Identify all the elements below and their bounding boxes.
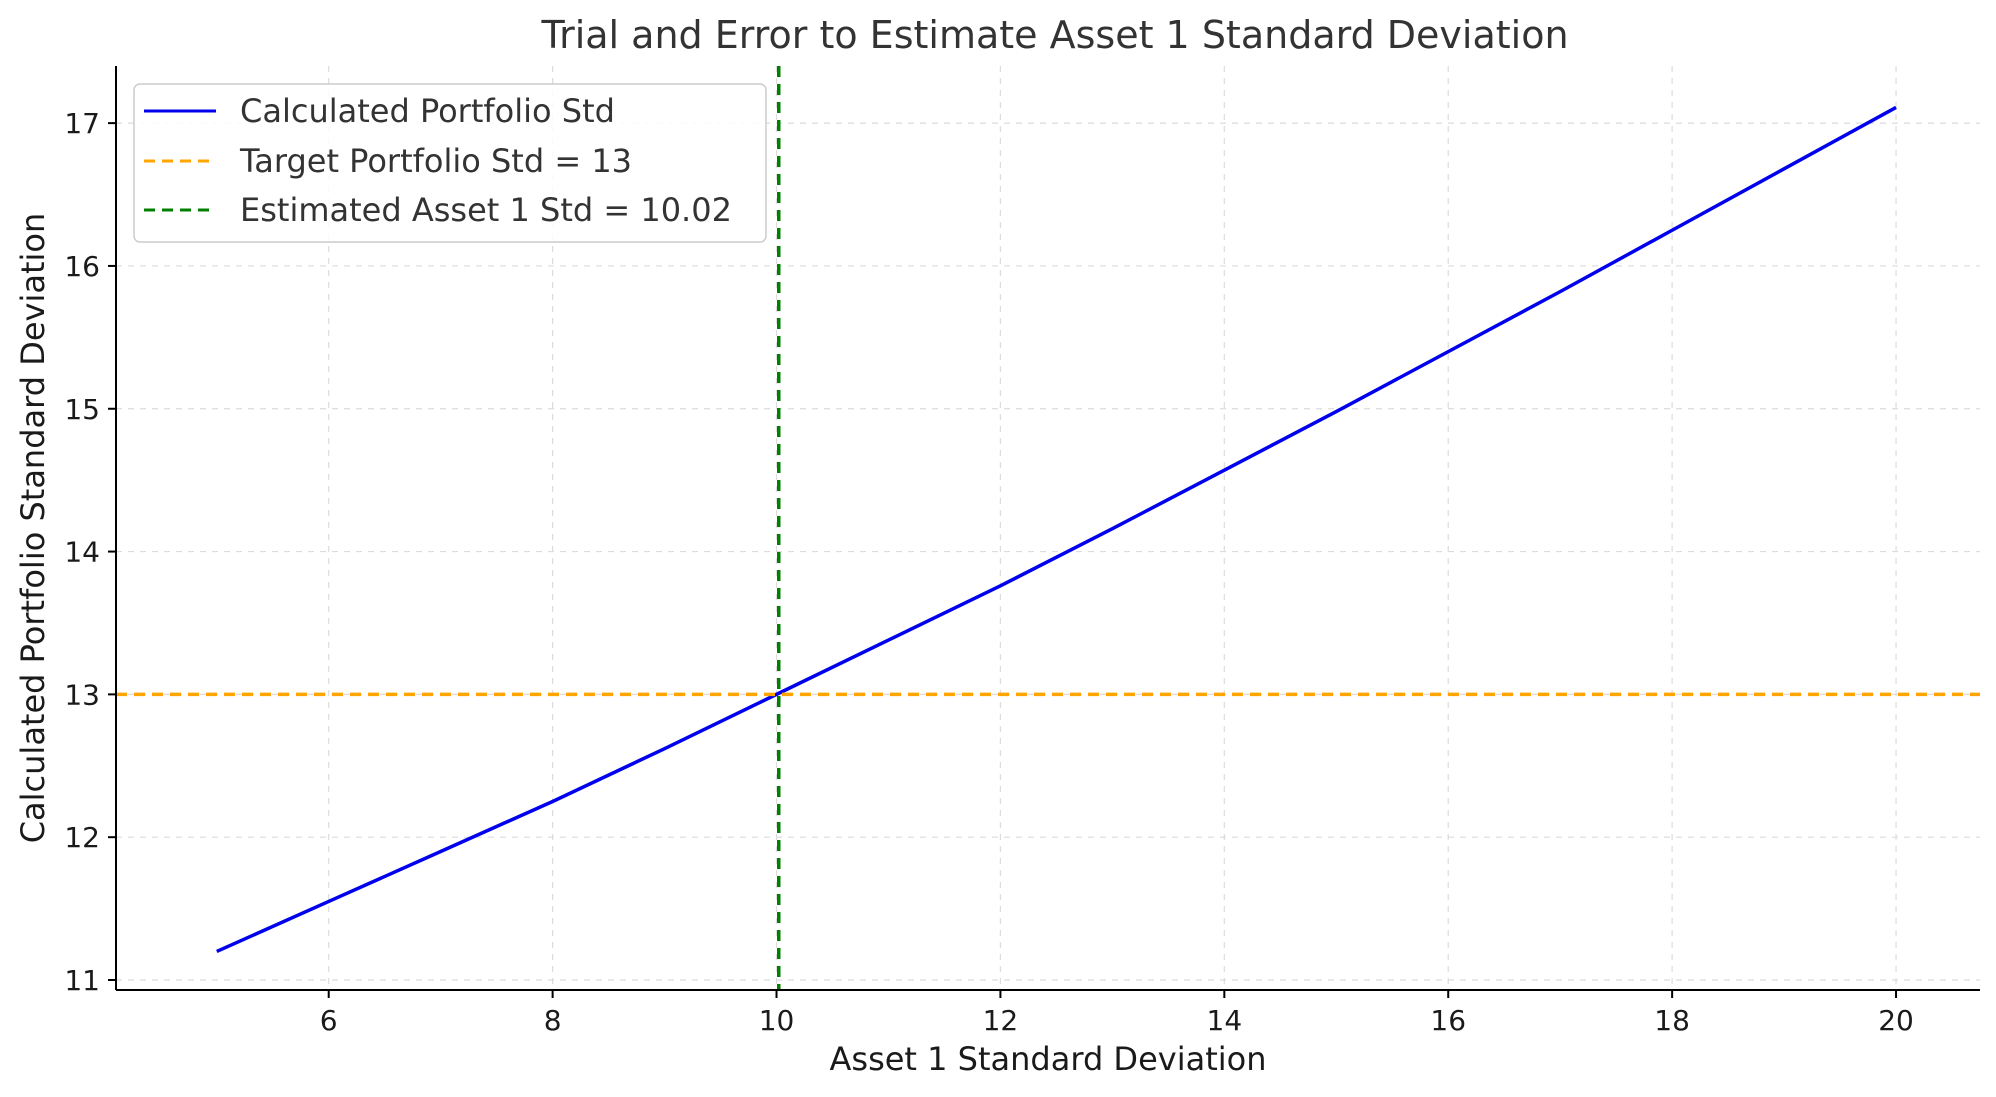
legend-label-portfolio: Calculated Portfolio Std: [240, 92, 615, 130]
y-tick-label: 14: [64, 536, 100, 569]
x-tick-label: 6: [320, 1004, 338, 1037]
plot-area: [116, 66, 1980, 990]
x-tick-label: 14: [1207, 1004, 1243, 1037]
y-tick-label: 12: [64, 821, 100, 854]
x-tick-label: 8: [544, 1004, 562, 1037]
y-tick-label: 15: [64, 393, 100, 426]
y-axis-label: Calculated Portfolio Standard Deviation: [14, 213, 52, 844]
chart-title: Trial and Error to Estimate Asset 1 Stan…: [540, 13, 1568, 57]
y-tick-label: 16: [64, 250, 100, 283]
legend-label-target: Target Portfolio Std = 13: [239, 142, 632, 180]
legend-box: [133, 83, 767, 243]
x-tick-label: 18: [1654, 1004, 1690, 1037]
x-tick-label: 12: [983, 1004, 1019, 1037]
y-axis-ticks: 11 12 13 14 15 16 17: [64, 107, 116, 997]
calculated-portfolio-std-line: [216, 105, 1897, 954]
x-tick-label: 16: [1430, 1004, 1466, 1037]
y-tick-label: 17: [64, 107, 100, 140]
x-axis-label: Asset 1 Standard Deviation: [830, 1040, 1267, 1078]
y-tick-label: 11: [64, 964, 100, 997]
y-tick-label: 13: [64, 678, 100, 711]
legend-label-estimate: Estimated Asset 1 Std = 10.02: [240, 191, 732, 229]
x-tick-label: 20: [1878, 1004, 1914, 1037]
legend: Calculated Portfolio Std Target Portfoli…: [133, 83, 767, 243]
x-tick-label: 10: [759, 1004, 795, 1037]
x-axis-ticks: 6 8 10 12 14 16 18 20: [320, 990, 1914, 1037]
